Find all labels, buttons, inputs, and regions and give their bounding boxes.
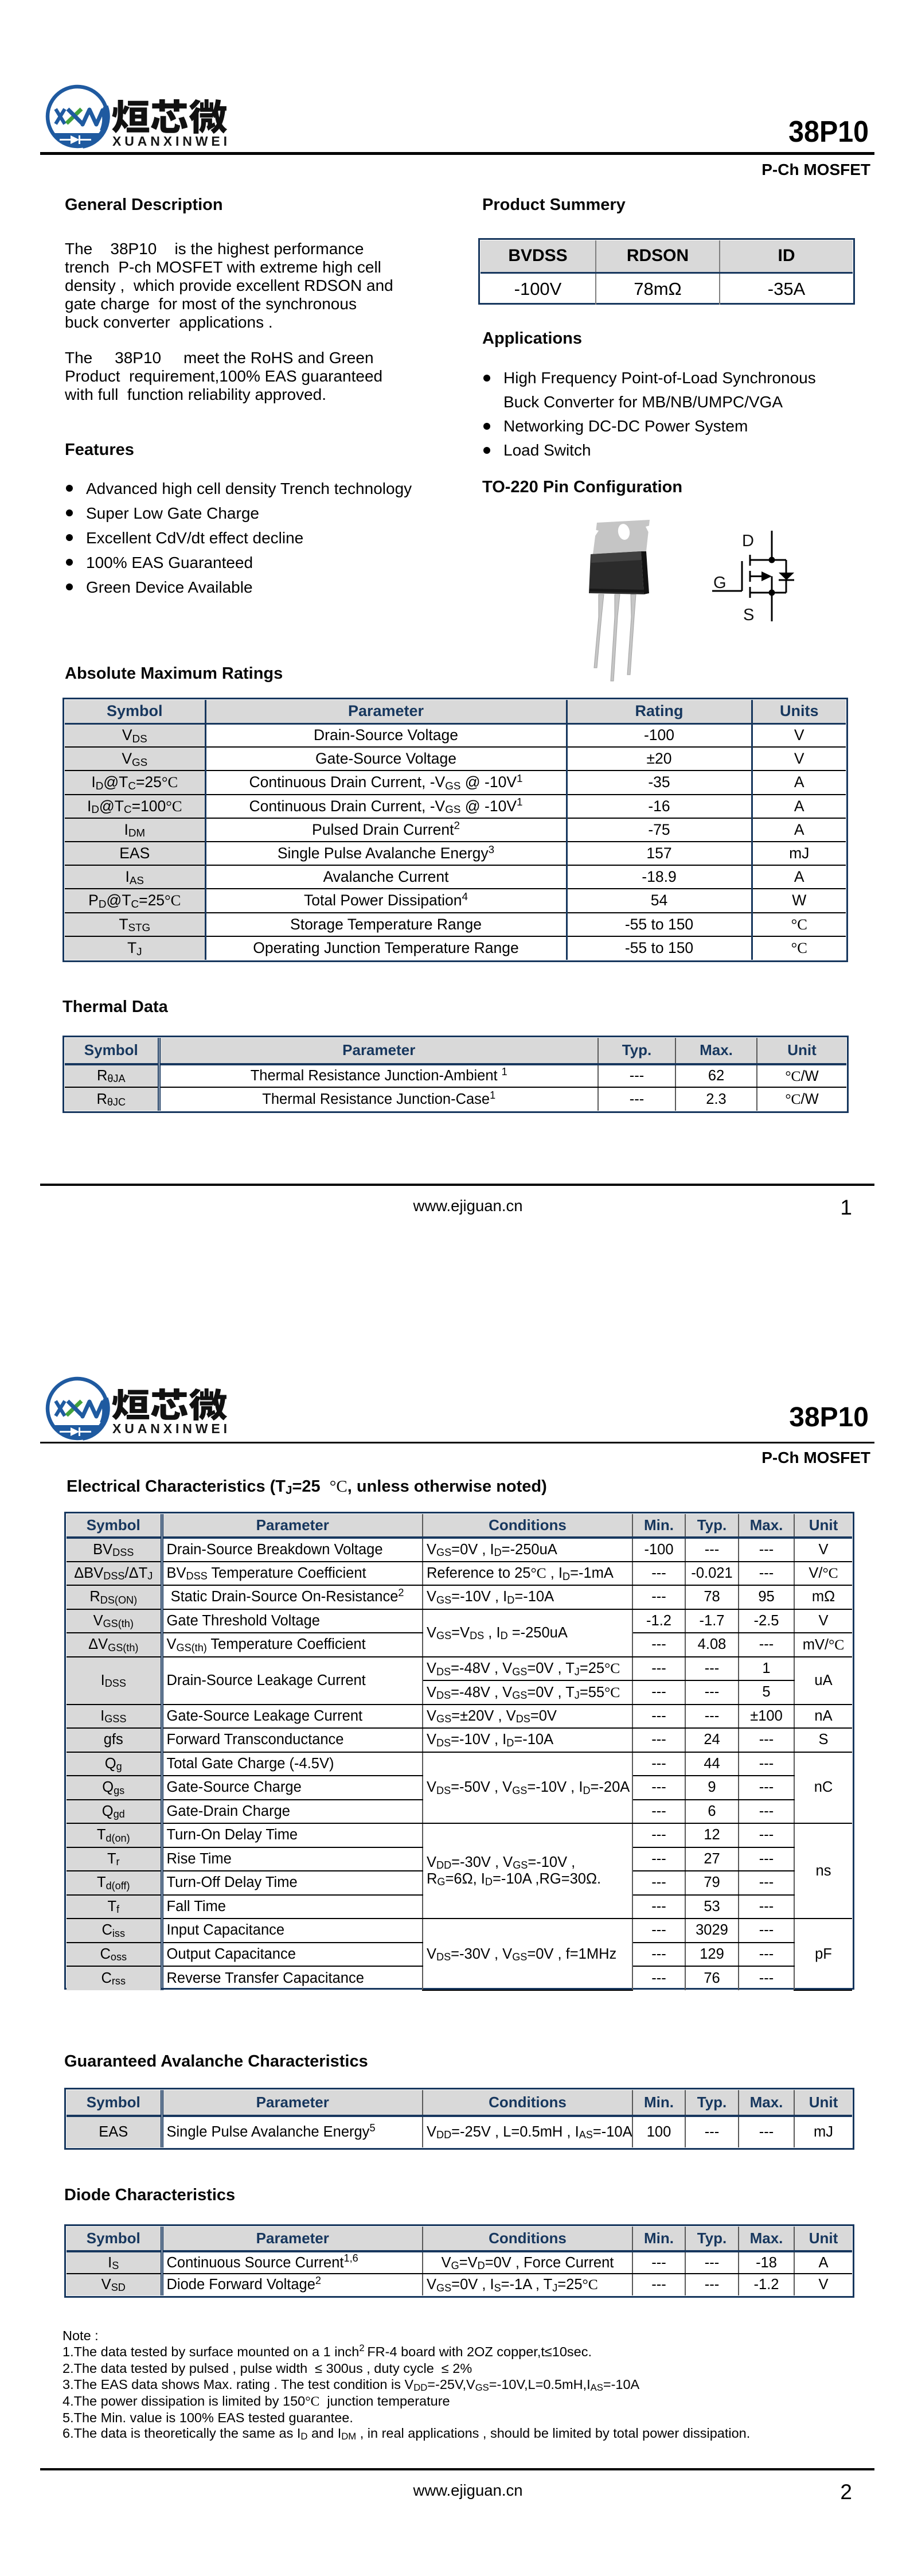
svg-text:S: S (743, 606, 754, 624)
svg-text:D: D (742, 532, 754, 550)
svg-text:G: G (713, 574, 727, 592)
